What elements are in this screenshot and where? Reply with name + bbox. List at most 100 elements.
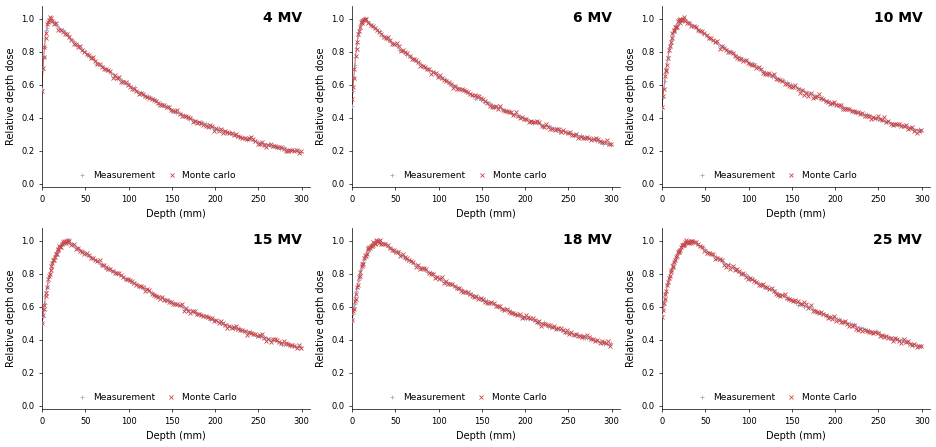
Measurement [512,113,523,118]
Monte carlo [603,141,614,147]
Measurement [811,309,822,315]
Y-axis label: Relative depth dose: Relative depth dose [625,270,635,367]
Monte carlo [547,127,558,132]
Measurement [447,83,459,89]
Monte Carlo [455,288,466,294]
Measurement [291,344,302,349]
Measurement [359,16,371,21]
Monte Carlo [680,238,691,243]
Monte Carlo [669,25,680,30]
Measurement [883,334,894,339]
Monte carlo [473,94,484,99]
Monte Carlo [37,312,49,317]
Monte carlo [254,141,265,147]
Measurement [738,58,749,63]
Monte carlo [446,86,458,91]
Line: Monte carlo: Monte carlo [40,15,302,154]
Measurement [534,121,545,127]
Monte carlo [534,119,545,124]
Monte Carlo [804,303,815,308]
X-axis label: Depth (mm): Depth (mm) [766,209,826,219]
Measurement [358,256,370,261]
Monte Carlo [705,251,716,257]
Legend: Measurement, Monte Carlo: Measurement, Monte Carlo [691,392,856,403]
Measurement [547,126,558,131]
X-axis label: Depth (mm): Depth (mm) [766,431,826,442]
Measurement [804,305,815,311]
Monte Carlo [656,105,667,110]
Monte Carlo [865,116,876,122]
Measurement [605,341,616,346]
Monte carlo [278,146,289,151]
Line: Measurement: Measurement [40,17,302,154]
X-axis label: Depth (mm): Depth (mm) [146,431,206,442]
Text: 4 MV: 4 MV [263,11,302,25]
Measurement [296,344,307,350]
Monte carlo [293,150,304,155]
Monte Carlo [860,113,871,118]
Legend: Measurement, Monte Carlo: Measurement, Monte Carlo [72,392,237,403]
Monte Carlo [811,309,822,315]
Measurement [603,342,614,347]
Measurement [350,289,361,294]
Monte carlo [37,89,48,94]
Monte carlo [360,16,372,21]
Monte Carlo [168,302,179,307]
Monte Carlo [38,306,50,312]
Text: 15 MV: 15 MV [253,233,302,247]
Measurement [865,115,876,121]
Measurement [168,301,179,306]
Measurement [656,105,667,111]
Measurement [705,250,716,256]
Measurement [41,25,52,31]
Line: Measurement: Measurement [350,239,612,346]
Measurement [296,149,307,154]
Measurement [685,238,696,244]
Monte carlo [512,114,523,119]
Monte carlo [41,21,52,27]
Y-axis label: Relative depth dose: Relative depth dose [6,47,16,145]
Line: Monte carlo: Monte carlo [350,17,612,146]
Monte Carlo [899,122,911,127]
Monte Carlo [346,317,358,322]
Line: Measurement: Measurement [350,17,612,147]
Y-axis label: Relative depth dose: Relative depth dose [625,47,635,145]
Y-axis label: Relative depth dose: Relative depth dose [315,270,325,367]
Measurement [293,149,304,155]
Text: 10 MV: 10 MV [872,11,921,25]
Monte carlo [295,148,306,154]
Monte Carlo [604,343,615,349]
Line: Measurement: Measurement [660,17,922,133]
Monte Carlo [862,114,873,119]
Text: 25 MV: 25 MV [872,233,921,247]
Y-axis label: Relative depth dose: Relative depth dose [6,270,16,367]
Measurement [187,117,198,122]
Line: Monte Carlo: Monte Carlo [350,238,611,347]
Measurement [353,277,364,282]
Monte carlo [605,141,616,146]
Measurement [861,112,872,117]
Measurement [43,17,54,22]
Monte carlo [44,14,55,20]
Monte Carlo [758,285,769,290]
Measurement [473,96,484,101]
Legend: Measurement, Monte carlo: Measurement, Monte carlo [72,170,237,181]
Legend: Measurement, Monte carlo: Measurement, Monte carlo [382,170,547,181]
Monte Carlo [63,237,74,243]
Monte Carlo [602,339,613,344]
Measurement [456,286,467,291]
Monte carlo [346,97,358,102]
Measurement [404,53,416,59]
Measurement [346,103,358,108]
X-axis label: Depth (mm): Depth (mm) [456,209,516,219]
Monte carlo [187,119,198,124]
Measurement [368,240,379,246]
Line: Monte Carlo: Monte Carlo [660,16,922,134]
Monte Carlo [882,335,893,341]
Monte carlo [403,54,415,59]
Monte Carlo [368,239,379,245]
Monte Carlo [37,320,48,325]
Measurement [198,122,210,127]
Y-axis label: Relative depth dose: Relative depth dose [315,47,325,145]
Measurement [255,141,266,147]
